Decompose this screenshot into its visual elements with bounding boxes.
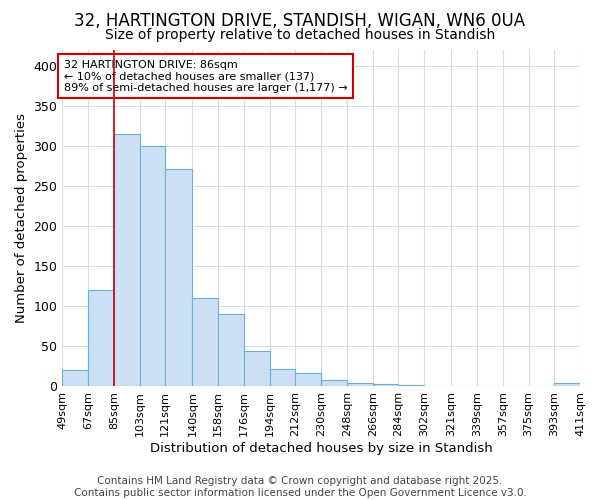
Bar	[165, 168, 193, 386]
Bar	[193, 298, 218, 386]
Bar	[347, 384, 373, 386]
Bar	[269, 369, 295, 386]
Bar	[321, 380, 347, 386]
Bar	[373, 384, 398, 386]
Y-axis label: Number of detached properties: Number of detached properties	[15, 113, 28, 323]
Text: Contains HM Land Registry data © Crown copyright and database right 2025.
Contai: Contains HM Land Registry data © Crown c…	[74, 476, 526, 498]
Bar	[114, 134, 140, 386]
Bar	[554, 384, 580, 386]
Bar	[62, 370, 88, 386]
X-axis label: Distribution of detached houses by size in Standish: Distribution of detached houses by size …	[150, 442, 493, 455]
Bar	[218, 314, 244, 386]
Bar	[398, 385, 424, 386]
Text: 32 HARTINGTON DRIVE: 86sqm
← 10% of detached houses are smaller (137)
89% of sem: 32 HARTINGTON DRIVE: 86sqm ← 10% of deta…	[64, 60, 347, 93]
Bar	[140, 146, 165, 386]
Bar	[295, 373, 321, 386]
Bar	[244, 351, 269, 386]
Text: Size of property relative to detached houses in Standish: Size of property relative to detached ho…	[105, 28, 495, 42]
Bar	[88, 290, 114, 386]
Text: 32, HARTINGTON DRIVE, STANDISH, WIGAN, WN6 0UA: 32, HARTINGTON DRIVE, STANDISH, WIGAN, W…	[74, 12, 526, 30]
